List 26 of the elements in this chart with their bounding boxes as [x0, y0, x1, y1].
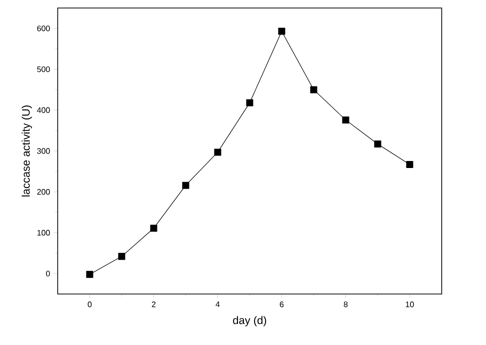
point: [118, 252, 126, 260]
y-tick-label: 300: [37, 148, 50, 154]
point: [342, 116, 350, 124]
x-tick-label: 4: [216, 302, 220, 308]
point: [278, 28, 286, 35]
y-tick-label: 200: [37, 189, 50, 195]
point: [150, 224, 158, 232]
y-tick-label: 400: [37, 107, 50, 113]
x-tick-label: 0: [88, 302, 92, 308]
point: [86, 270, 94, 278]
x-tick-label: 10: [406, 302, 414, 308]
y-axis-title: laccase activity (U): [22, 106, 32, 196]
x-tick-label: 8: [344, 302, 348, 308]
x-tick-label: 2: [152, 302, 156, 308]
y-tick-label: 0: [46, 270, 50, 276]
y-tick-label: 500: [37, 66, 50, 72]
point: [246, 99, 254, 106]
point: [182, 182, 190, 189]
point: [406, 160, 414, 168]
y-tick-label: 100: [37, 230, 50, 236]
point: [214, 148, 222, 156]
point: [374, 140, 382, 148]
x-tick-label: 6: [280, 302, 284, 308]
point: [310, 86, 318, 94]
x-axis-title: day (d): [233, 316, 266, 326]
y-tick-label: 600: [37, 26, 50, 32]
